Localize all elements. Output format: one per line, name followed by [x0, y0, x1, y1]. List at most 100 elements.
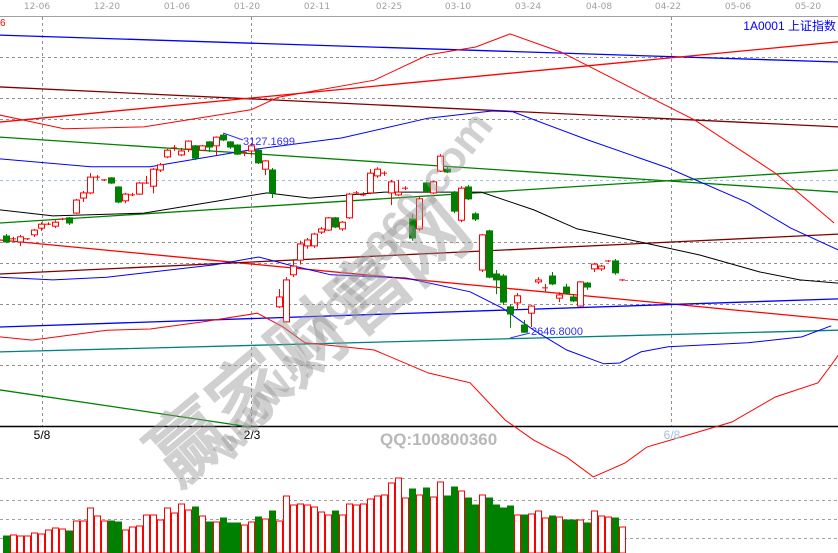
volume-bar — [143, 514, 150, 553]
volume-bar — [612, 517, 619, 553]
volume-bar — [150, 514, 157, 553]
volume-bar — [108, 520, 115, 553]
candle-down — [507, 306, 514, 315]
volume-bar — [59, 528, 66, 553]
candle-down — [612, 260, 619, 274]
candle-up — [87, 176, 94, 194]
candle-up — [122, 193, 129, 202]
candle-down — [66, 217, 73, 224]
overlay-line-9 — [0, 389, 252, 428]
overlay-line-10 — [0, 33, 835, 224]
candle-up — [388, 181, 395, 194]
volume-bar — [171, 512, 178, 553]
candle-down — [570, 296, 577, 302]
candle-down — [234, 144, 241, 155]
volume-bar — [360, 503, 367, 553]
candle-up — [514, 295, 521, 304]
symbol-label: 1A0001 上证指数 — [743, 19, 836, 33]
volume-bar — [570, 519, 577, 553]
volume-bar — [325, 514, 332, 553]
candle-up — [276, 296, 283, 308]
volume-bar — [591, 510, 598, 553]
candle-up — [556, 294, 563, 299]
volume-bar — [136, 525, 143, 553]
low-marker-leader — [509, 332, 531, 339]
candle-up — [325, 217, 332, 231]
candle-up — [458, 187, 465, 221]
date-label: 04-22 — [654, 2, 682, 12]
volume-bar — [339, 514, 346, 553]
volume-bar — [437, 481, 444, 553]
volume-bar — [507, 505, 514, 553]
candle-up — [528, 305, 535, 314]
volume-bar — [535, 510, 542, 553]
volume-bar — [24, 535, 31, 553]
volume-bar — [227, 522, 234, 553]
volume-bar — [157, 519, 164, 553]
candle-up — [339, 221, 346, 230]
volume-bar — [17, 535, 24, 553]
candle-down — [444, 168, 451, 173]
candle-up — [304, 239, 311, 247]
volume-bar — [192, 506, 199, 553]
volume-bar — [248, 521, 255, 553]
volume-bar — [451, 486, 458, 553]
volume-bar — [178, 503, 185, 553]
volume-bar — [556, 516, 563, 553]
volume-bar — [164, 507, 171, 553]
candle-up — [591, 263, 598, 270]
volume-bar — [423, 487, 430, 553]
low-price-marker: 2646.8000 — [531, 326, 583, 338]
volume-bar — [185, 509, 192, 553]
volume-bar — [45, 529, 52, 553]
candle-up — [213, 136, 220, 147]
candle-up — [80, 192, 87, 199]
candle-down — [108, 177, 115, 184]
volume-bar — [52, 527, 59, 553]
overlay-line-11 — [0, 110, 838, 251]
volume-bar — [430, 496, 437, 553]
volume-bar — [10, 534, 17, 553]
date-label: 02-25 — [375, 2, 403, 12]
volume-bar — [87, 507, 94, 553]
candle-down — [500, 275, 507, 303]
volume-bar — [304, 504, 311, 553]
candle-down — [409, 218, 416, 239]
candle-down — [423, 182, 430, 192]
volume-bar — [458, 490, 465, 553]
candle-up — [437, 155, 444, 172]
volume-bar — [129, 526, 136, 553]
volume-bar — [332, 510, 339, 553]
overlay-line-4 — [0, 169, 838, 224]
candle-down — [220, 134, 227, 141]
volume-bar — [234, 522, 241, 553]
high-marker-leader — [222, 132, 244, 141]
volume-bar — [255, 516, 262, 553]
date-label: 03-10 — [444, 2, 472, 12]
candle-down — [584, 282, 591, 288]
candle-up — [297, 243, 304, 261]
volume-bar — [206, 521, 213, 553]
volume-bar — [220, 517, 227, 553]
volume-bar — [472, 504, 479, 553]
date-label: 01-06 — [163, 2, 191, 12]
candle-down — [192, 145, 199, 159]
bottom-label-0: 5/8 — [33, 428, 51, 442]
volume-bar — [416, 494, 423, 553]
candle-up — [73, 199, 80, 214]
volume-bar — [388, 482, 395, 553]
candle-up — [311, 233, 318, 247]
volume-bar — [297, 503, 304, 553]
candle-up — [395, 191, 402, 196]
candle-up — [598, 265, 605, 270]
candle-up — [577, 281, 584, 307]
date-label: 05-06 — [724, 2, 752, 12]
volume-bar — [486, 497, 493, 553]
date-label: 02-11 — [303, 2, 331, 12]
candle-up — [479, 234, 486, 271]
volume-bar — [605, 516, 612, 553]
volume-bar — [311, 506, 318, 553]
candle-up — [157, 164, 164, 171]
overlay-line-1 — [0, 86, 838, 128]
